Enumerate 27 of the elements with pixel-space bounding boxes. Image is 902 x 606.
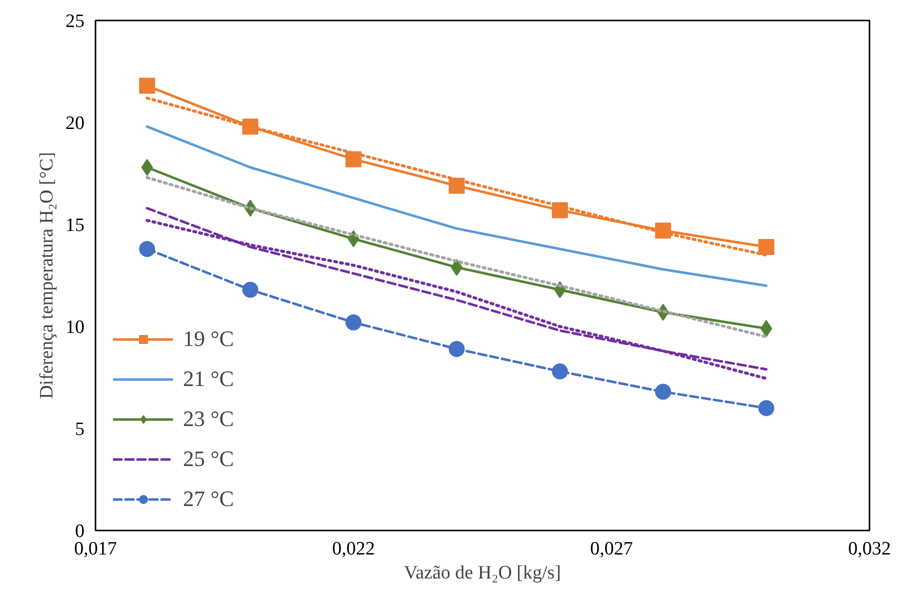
point: [139, 240, 156, 257]
y-tick-label: 5: [75, 419, 84, 440]
y-tick-label: 15: [66, 215, 84, 236]
point: [450, 258, 463, 276]
x-tick-label: 0,022: [332, 538, 375, 560]
legend-label: 27 °C: [183, 486, 234, 512]
legend-label: 19 °C: [183, 326, 234, 352]
point: [242, 282, 258, 298]
point: [758, 400, 774, 416]
point: [448, 340, 465, 357]
point: [758, 238, 774, 255]
legend-label: 21 °C: [183, 366, 234, 392]
x-tick-label: 0,032: [848, 538, 891, 560]
y-tick-label: 20: [66, 113, 84, 134]
legend-label: 23 °C: [183, 406, 234, 432]
y-tick-label: 10: [66, 317, 84, 338]
point: [552, 363, 568, 380]
point: [139, 78, 156, 94]
y-axis-title: Diferença temperatura H₂O [°C]: [36, 152, 58, 399]
legend-label: 25 °C: [183, 446, 234, 472]
y-tick-label: 25: [66, 11, 84, 32]
line-series: [146, 125, 768, 287]
x-axis-title: Vazão de H₂O [kg/s]: [404, 562, 562, 584]
point: [655, 384, 672, 400]
point: [346, 314, 362, 330]
x-tick-label: 0,027: [590, 538, 633, 560]
point: [760, 320, 772, 338]
